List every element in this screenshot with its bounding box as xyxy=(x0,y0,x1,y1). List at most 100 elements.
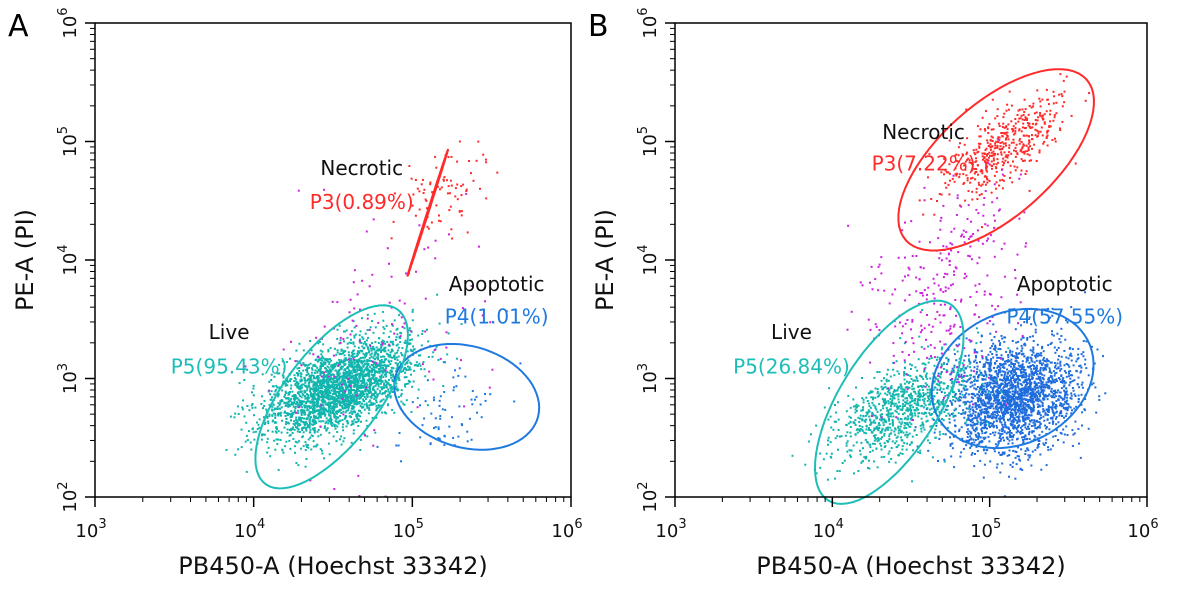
event-dot-p4 xyxy=(983,390,986,393)
event-dot-p4 xyxy=(1042,350,1045,353)
event-dot-p5 xyxy=(341,390,344,392)
event-dot-p5 xyxy=(378,378,381,381)
event-dot-p4 xyxy=(963,359,966,362)
event-dot-p5 xyxy=(379,346,382,349)
event-dot-p5 xyxy=(359,409,361,412)
event-dot-p5 xyxy=(368,350,371,353)
event-dot-p5 xyxy=(328,361,331,364)
event-dot-p5 xyxy=(309,406,312,409)
event-dot-p4 xyxy=(1047,408,1050,411)
event-dot-p5 xyxy=(237,405,239,408)
event-dot-p4 xyxy=(1039,379,1042,382)
event-dot-p5 xyxy=(347,392,350,395)
event-dot-p4 xyxy=(991,379,994,382)
event-dot-p5 xyxy=(360,374,363,377)
event-dot-p5 xyxy=(357,381,360,384)
event-dot-p5 xyxy=(312,364,315,367)
event-dot-p5 xyxy=(333,390,336,393)
event-dot-p4 xyxy=(1069,397,1072,400)
event-dot-p4 xyxy=(958,428,961,431)
event-dot-p5 xyxy=(335,353,338,356)
event-dot-p4 xyxy=(1018,408,1021,411)
event-dot-p5 xyxy=(319,372,322,375)
panel-label: B xyxy=(588,9,609,44)
event-dot-p4 xyxy=(981,430,983,432)
event-dot-p4 xyxy=(1008,475,1010,478)
event-dot-p4 xyxy=(1023,369,1026,372)
event-dot-p4 xyxy=(1081,411,1084,414)
event-dot-p5 xyxy=(359,386,361,389)
event-dot-p5 xyxy=(353,352,356,355)
event-dot-p4 xyxy=(1102,355,1104,358)
event-dot-p4 xyxy=(998,371,1001,374)
event-dot-p5 xyxy=(280,406,283,409)
event-dot-p5 xyxy=(313,427,316,430)
event-dot-p4 xyxy=(994,370,997,373)
event-dot-p3 xyxy=(422,178,424,181)
event-dot-p4 xyxy=(1018,458,1021,461)
event-dot-p5 xyxy=(317,378,320,381)
event-dot-p5 xyxy=(389,363,392,365)
event-dot-p5 xyxy=(339,390,342,392)
event-dot-p5 xyxy=(304,406,306,409)
event-dot-p4 xyxy=(1004,412,1007,415)
event-dot-p5 xyxy=(407,379,410,382)
event-dot-p4 xyxy=(1045,438,1048,441)
event-dot-p5 xyxy=(320,353,323,356)
event-dot-p5 xyxy=(303,390,306,393)
event-dot-p4 xyxy=(1037,393,1040,396)
event-dot-p4 xyxy=(1036,373,1039,376)
event-dot-p5 xyxy=(391,370,393,373)
event-dot-p5 xyxy=(281,399,284,402)
event-dot-p4 xyxy=(995,360,998,362)
event-dot-p4 xyxy=(984,378,987,381)
event-dot-p5 xyxy=(400,389,403,392)
event-dot-p5 xyxy=(369,387,371,390)
event-dot-none xyxy=(445,331,448,334)
event-dot-p5 xyxy=(326,402,329,405)
event-dot-p5 xyxy=(328,401,330,404)
event-dot-p5 xyxy=(283,401,286,404)
event-dot-p4 xyxy=(1036,343,1039,346)
event-dot-p5 xyxy=(346,395,349,398)
event-dot-p5 xyxy=(283,395,286,398)
event-dot-p4 xyxy=(1045,427,1048,430)
event-dot-p5 xyxy=(342,410,345,413)
event-dot-p5 xyxy=(343,437,346,440)
event-dot-p4 xyxy=(1003,439,1005,442)
event-dot-p5 xyxy=(286,431,289,434)
event-dot-p4 xyxy=(1060,335,1063,337)
event-dot-p3 xyxy=(435,204,438,207)
event-dot-p4 xyxy=(1023,390,1026,393)
event-dot-p4 xyxy=(1034,388,1037,391)
event-dot-p4 xyxy=(468,417,471,420)
event-dot-p5 xyxy=(339,366,342,369)
event-dot-p4 xyxy=(1015,367,1018,370)
event-dot-p5 xyxy=(333,416,336,419)
event-dot-p5 xyxy=(346,342,349,345)
event-dot-p5 xyxy=(362,371,365,374)
event-dot-p5 xyxy=(382,355,385,358)
event-dot-p5 xyxy=(349,396,352,399)
event-dot-p5 xyxy=(310,380,313,383)
event-dot-p5 xyxy=(273,375,276,378)
event-dot-p4 xyxy=(1022,411,1025,414)
event-dot-p5 xyxy=(366,360,369,363)
event-dot-p5 xyxy=(278,404,281,407)
event-dot-p4 xyxy=(980,372,983,374)
event-dot-p5 xyxy=(388,384,391,387)
event-dot-p4 xyxy=(970,442,973,444)
event-dot-p5 xyxy=(271,408,273,411)
event-dot-p5 xyxy=(356,379,359,382)
event-dot-p4 xyxy=(996,389,999,392)
event-dot-p4 xyxy=(1007,371,1010,374)
event-dot-p4 xyxy=(1035,391,1038,394)
event-dot-p5 xyxy=(348,341,351,344)
event-dot-p3 xyxy=(465,188,468,191)
event-dot-p4 xyxy=(987,362,990,365)
event-dot-p4 xyxy=(1030,425,1033,427)
event-dot-p5 xyxy=(385,386,388,389)
event-dot-p4 xyxy=(983,403,986,406)
event-dot-p5 xyxy=(381,339,384,342)
event-dot-p4 xyxy=(916,445,919,448)
